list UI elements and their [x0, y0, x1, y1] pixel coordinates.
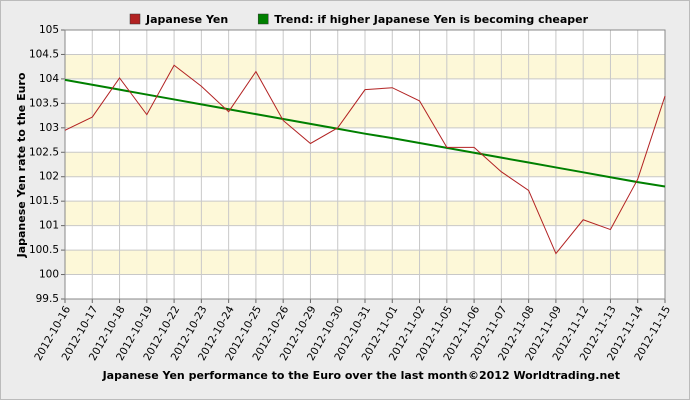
y-tick-label: 103 — [39, 122, 59, 134]
series-line — [64, 78, 666, 188]
legend-swatch — [129, 13, 141, 25]
y-axis-title: Japanese Yen rate to the Euro — [15, 72, 28, 258]
x-axis-title: Japanese Yen performance to the Euro ove… — [102, 369, 468, 382]
y-tick-label: 104.5 — [29, 48, 59, 60]
plot-border — [64, 29, 666, 300]
y-tick-label: 104 — [39, 73, 59, 85]
legend-label: Japanese Yen — [145, 13, 228, 26]
y-tick-label: 105 — [39, 24, 59, 36]
y-tick-label: 99.5 — [36, 293, 59, 305]
y-tick-label: 101 — [39, 220, 59, 232]
series-line — [64, 64, 666, 255]
y-tick-label: 102.5 — [29, 146, 59, 158]
y-tick-label: 101.5 — [29, 195, 59, 207]
legend-label: Trend: if higher Japanese Yen is becomin… — [274, 13, 588, 26]
y-tick-label: 103.5 — [29, 97, 59, 109]
y-tick-label: 100.5 — [29, 244, 59, 256]
credit: ©2012 Worldtrading.net — [468, 369, 620, 382]
legend-swatch — [257, 13, 269, 25]
y-tick-label: 102 — [39, 171, 59, 183]
y-tick-label: 100 — [39, 269, 59, 281]
